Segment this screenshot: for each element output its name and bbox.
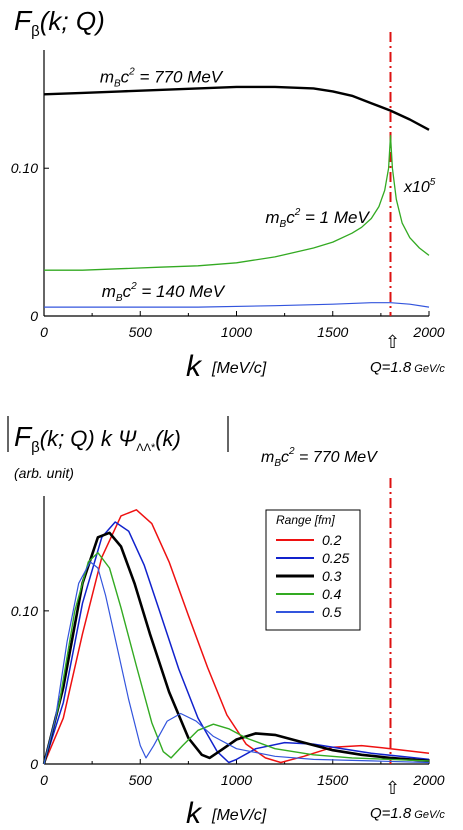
top-ytick-label-1: 0.10 — [11, 160, 38, 176]
bot-xtick-label-1: 500 — [129, 772, 153, 788]
bottom-series-0.2 — [43, 509, 430, 765]
bot-xtick-label-2: 1000 — [221, 772, 252, 788]
bottom-q-label: Q=1.8 GeV/c — [370, 805, 445, 822]
bottom-subtitle: (arb. unit) — [14, 465, 74, 481]
legend-label-0.2: 0.2 — [322, 532, 342, 548]
bottom-chart: Fβ(k; Q) k ΨΛΛ*(k) (arb. unit) mBc2 = 77… — [7, 416, 445, 830]
top-xtick-label-0: 0 — [40, 324, 48, 340]
bottom-x-unit: [MeV/c] — [211, 807, 267, 824]
top-xtick-label-2: 1000 — [221, 324, 252, 340]
bot-xtick-label-0: 0 — [40, 772, 48, 788]
top-xtick-label-1: 500 — [129, 324, 153, 340]
bot-xtick-label-4: 2000 — [412, 772, 444, 788]
bottom-series-0.3 — [42, 531, 430, 765]
top-series-1mev — [44, 135, 430, 271]
top-series-140mev — [44, 302, 430, 308]
top-xtick-label-4: 2000 — [412, 324, 444, 340]
bottom-series-0.5 — [43, 561, 430, 765]
legend-items: 0.2 0.25 0.3 0.4 0.5 — [276, 532, 349, 620]
bottom-annotation: mBc2 = 770 MeV — [261, 446, 378, 469]
top-ytick-label-0: 0 — [30, 308, 38, 324]
bottom-x-label: k — [186, 797, 203, 830]
bot-ytick-label-0: 0 — [30, 756, 38, 772]
legend-label-0.4: 0.4 — [322, 586, 342, 602]
bottom-legend: Range [fm] 0.2 0.25 0.3 0.4 0.5 — [265, 509, 361, 631]
top-series-label-1mev: mBc2 = 1 MeV — [265, 207, 370, 230]
legend-box — [265, 509, 361, 631]
top-x-unit: [MeV/c] — [211, 360, 267, 377]
top-title: Fβ(k; Q) — [14, 5, 105, 40]
legend-label-0.3: 0.3 — [322, 568, 342, 584]
bottom-ticks: 0 500 1000 1500 2000 0 0.10 — [11, 603, 445, 788]
top-series-label-770mev: mBc2 = 770 MeV — [100, 67, 224, 90]
legend-label-0.25: 0.25 — [322, 550, 349, 566]
top-series-label-140mev: mBc2 = 140 MeV — [102, 281, 226, 304]
bot-xtick-label-3: 1500 — [317, 772, 348, 788]
top-q-label: Q=1.8 GeV/c — [370, 359, 445, 376]
top-series-770mev — [43, 85, 430, 131]
top-x-label: k — [186, 350, 203, 383]
top-ticks: 0 500 1000 1500 2000 0 0.10 — [11, 160, 445, 340]
top-multiplier-label: x105 — [403, 177, 436, 196]
top-chart: Fβ(k; Q) 0 500 1000 1500 2000 0 0.10 mBc2 = 77… — [11, 5, 446, 383]
bottom-title: Fβ(k; Q) k ΨΛΛ*(k) — [14, 421, 181, 456]
bot-ytick-label-1: 0.10 — [11, 603, 38, 619]
legend-label-0.5: 0.5 — [322, 604, 342, 620]
bottom-series-0.4 — [43, 552, 430, 765]
top-xtick-label-3: 1500 — [317, 324, 348, 340]
top-q-arrow-icon: ⇧ — [385, 332, 400, 352]
legend-title: Range [fm] — [276, 513, 335, 527]
bottom-q-arrow-icon: ⇧ — [385, 778, 400, 798]
